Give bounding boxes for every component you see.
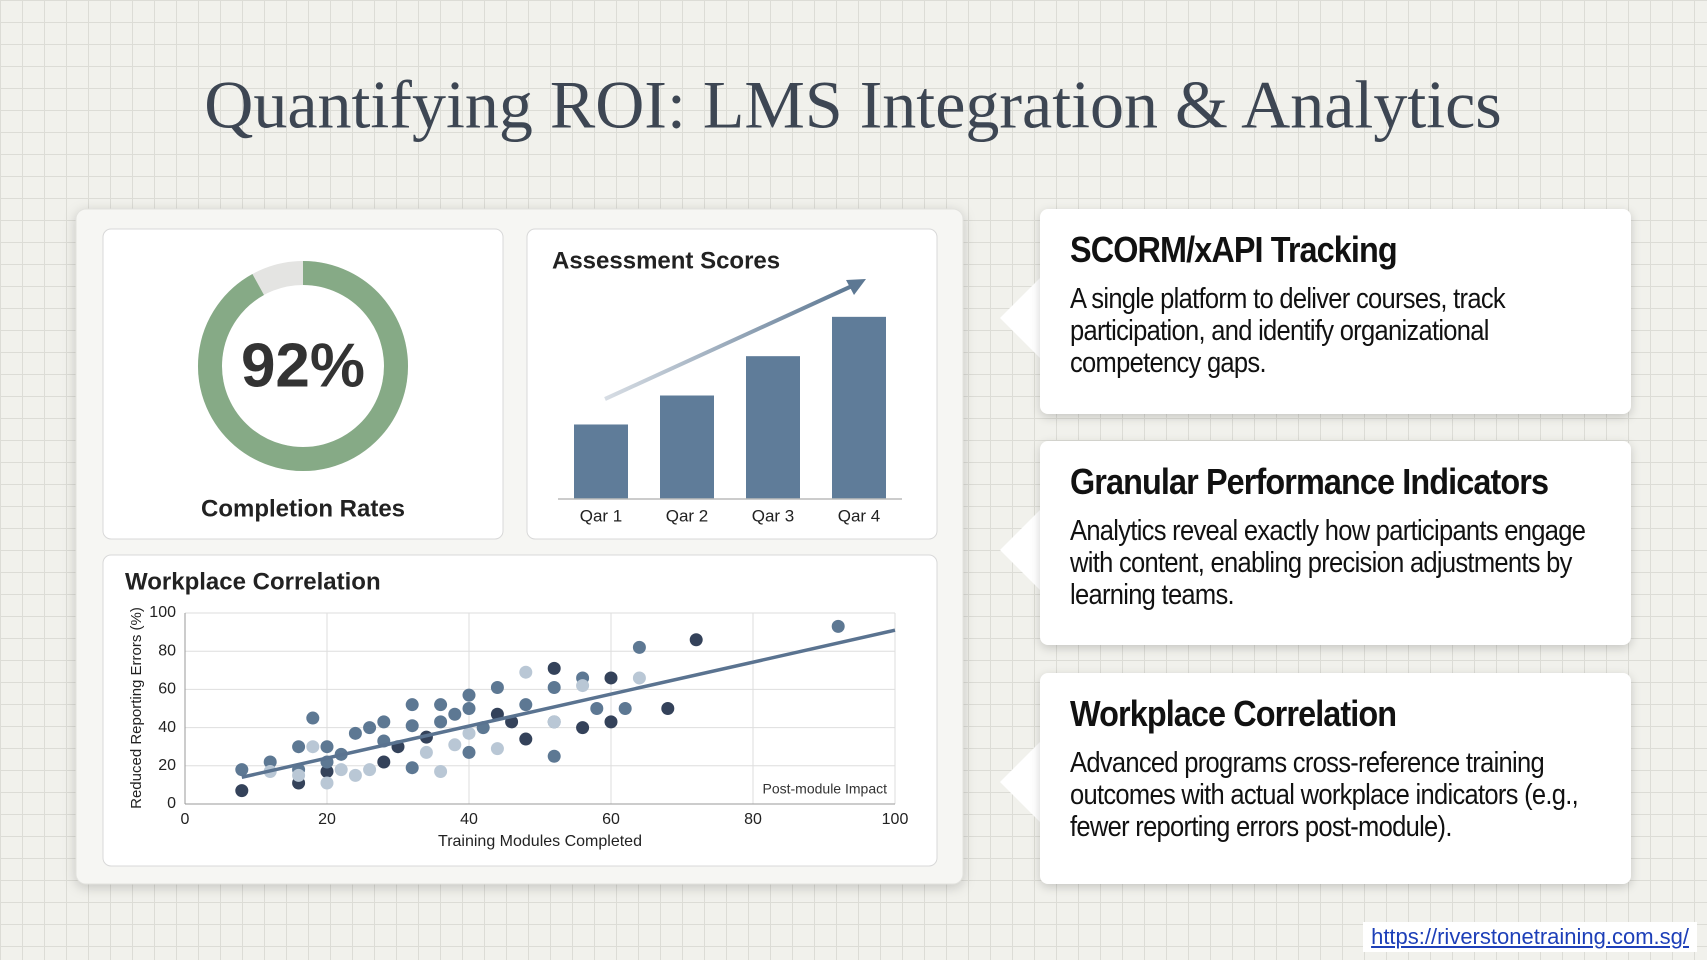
card-pointer [1000, 276, 1042, 360]
scatter-point [235, 763, 249, 777]
scatter-point [689, 633, 703, 647]
x-tick-label: Qar 2 [666, 506, 709, 525]
scatter-point [292, 740, 306, 754]
scatter-point [462, 688, 476, 702]
x-tick-label: 40 [460, 811, 478, 828]
source-link[interactable]: https://riverstonetraining.com.sg/ [1363, 922, 1697, 952]
scatter-point [547, 661, 561, 675]
y-tick-label: 0 [167, 795, 176, 812]
chart-title: Workplace Correlation [125, 568, 381, 595]
scatter-point [448, 738, 462, 752]
chart-title: Assessment Scores [552, 247, 780, 274]
scatter-point [576, 679, 590, 693]
x-tick-label: Qar 4 [838, 506, 881, 525]
y-tick-label: 80 [158, 642, 176, 659]
card-title: SCORM/xAPI Tracking [1070, 229, 1398, 270]
x-tick-label: 0 [181, 811, 190, 828]
scatter-point [419, 745, 433, 759]
scatter-point [334, 763, 348, 777]
donut-label: Completion Rates [201, 495, 405, 522]
scatter-point [434, 698, 448, 712]
y-tick-label: 100 [149, 604, 176, 621]
scatter-point [448, 707, 462, 721]
bar [746, 356, 800, 499]
y-tick-label: 60 [158, 681, 176, 698]
scatter-point [434, 715, 448, 729]
x-tick-label: 80 [744, 811, 762, 828]
bar [574, 424, 628, 499]
card-pointer [1000, 740, 1042, 824]
scatter-point [405, 719, 419, 733]
x-tick-label: Qar 3 [752, 506, 795, 525]
scatter-point [632, 640, 646, 654]
scatter-point [462, 702, 476, 715]
scatter-point [377, 715, 391, 729]
scatter-point [547, 715, 561, 729]
scatter-point [519, 698, 533, 712]
scatter-point [462, 726, 476, 740]
scatter-point [263, 755, 277, 769]
scatter-point [519, 732, 533, 746]
scatter-point [235, 784, 249, 798]
card-text: A single platform to deliver courses, tr… [1070, 283, 1506, 379]
scatter-point [590, 702, 604, 715]
info-card: Granular Performance Indicators Analytic… [1040, 441, 1631, 645]
donut-value: 92% [241, 331, 365, 400]
scatter-point [632, 671, 646, 685]
scatter-point [604, 715, 618, 729]
bar [832, 316, 886, 499]
y-tick-label: 20 [158, 757, 176, 774]
scatter-point [547, 680, 561, 694]
scatter-point [405, 761, 419, 775]
scatter-point [604, 671, 618, 685]
scatter-point [320, 765, 334, 779]
scatter-point [405, 698, 419, 712]
scatter-point [292, 768, 306, 782]
card-text: Analytics reveal exactly how participant… [1070, 515, 1586, 611]
trend-arrow-head [846, 279, 866, 295]
scatter-point [306, 740, 320, 754]
card-title: Workplace Correlation [1070, 693, 1397, 734]
scatter-point [547, 749, 561, 763]
scatter-point [576, 721, 590, 735]
scatter-point [377, 755, 391, 769]
scatter-point [618, 702, 632, 715]
donut-arc [198, 261, 408, 471]
scatter-point [320, 776, 334, 790]
y-axis-label: Reduced Reporting Errors (%) [128, 607, 145, 809]
x-axis-label: Training Modules Completed [438, 833, 642, 850]
scatter-point [434, 765, 448, 779]
page-title: Quantifying ROI: LMS Integration & Analy… [204, 67, 1502, 143]
info-card: SCORM/xAPI Tracking A single platform to… [1040, 209, 1631, 414]
info-card: Workplace Correlation Advanced programs … [1040, 673, 1631, 884]
scatter-point [519, 665, 533, 679]
trend-arrow [604, 284, 853, 401]
scatter-point [348, 726, 362, 740]
scatter-point [490, 680, 504, 694]
scatter-point [363, 763, 377, 777]
card-text: Advanced programs cross-reference traini… [1070, 747, 1579, 843]
donut-card [102, 228, 504, 540]
scatter-point [831, 619, 845, 633]
card-pointer [1000, 508, 1042, 592]
bar [660, 395, 714, 499]
scatter-point [661, 702, 675, 715]
x-tick-label: 20 [318, 811, 336, 828]
scatter-point [320, 740, 334, 754]
annotation: Post-module Impact [763, 781, 888, 797]
scatter-point [490, 742, 504, 756]
scatter-point [363, 721, 377, 735]
scatter-point [462, 745, 476, 759]
scatter-point [306, 711, 320, 725]
scatter-point [348, 768, 362, 782]
card-title: Granular Performance Indicators [1070, 461, 1549, 502]
trend-line [241, 628, 896, 779]
y-tick-label: 40 [158, 719, 176, 736]
x-tick-label: 60 [602, 811, 620, 828]
x-tick-label: 100 [882, 811, 909, 828]
scatter-card [102, 554, 938, 867]
x-tick-label: Qar 1 [580, 506, 623, 525]
